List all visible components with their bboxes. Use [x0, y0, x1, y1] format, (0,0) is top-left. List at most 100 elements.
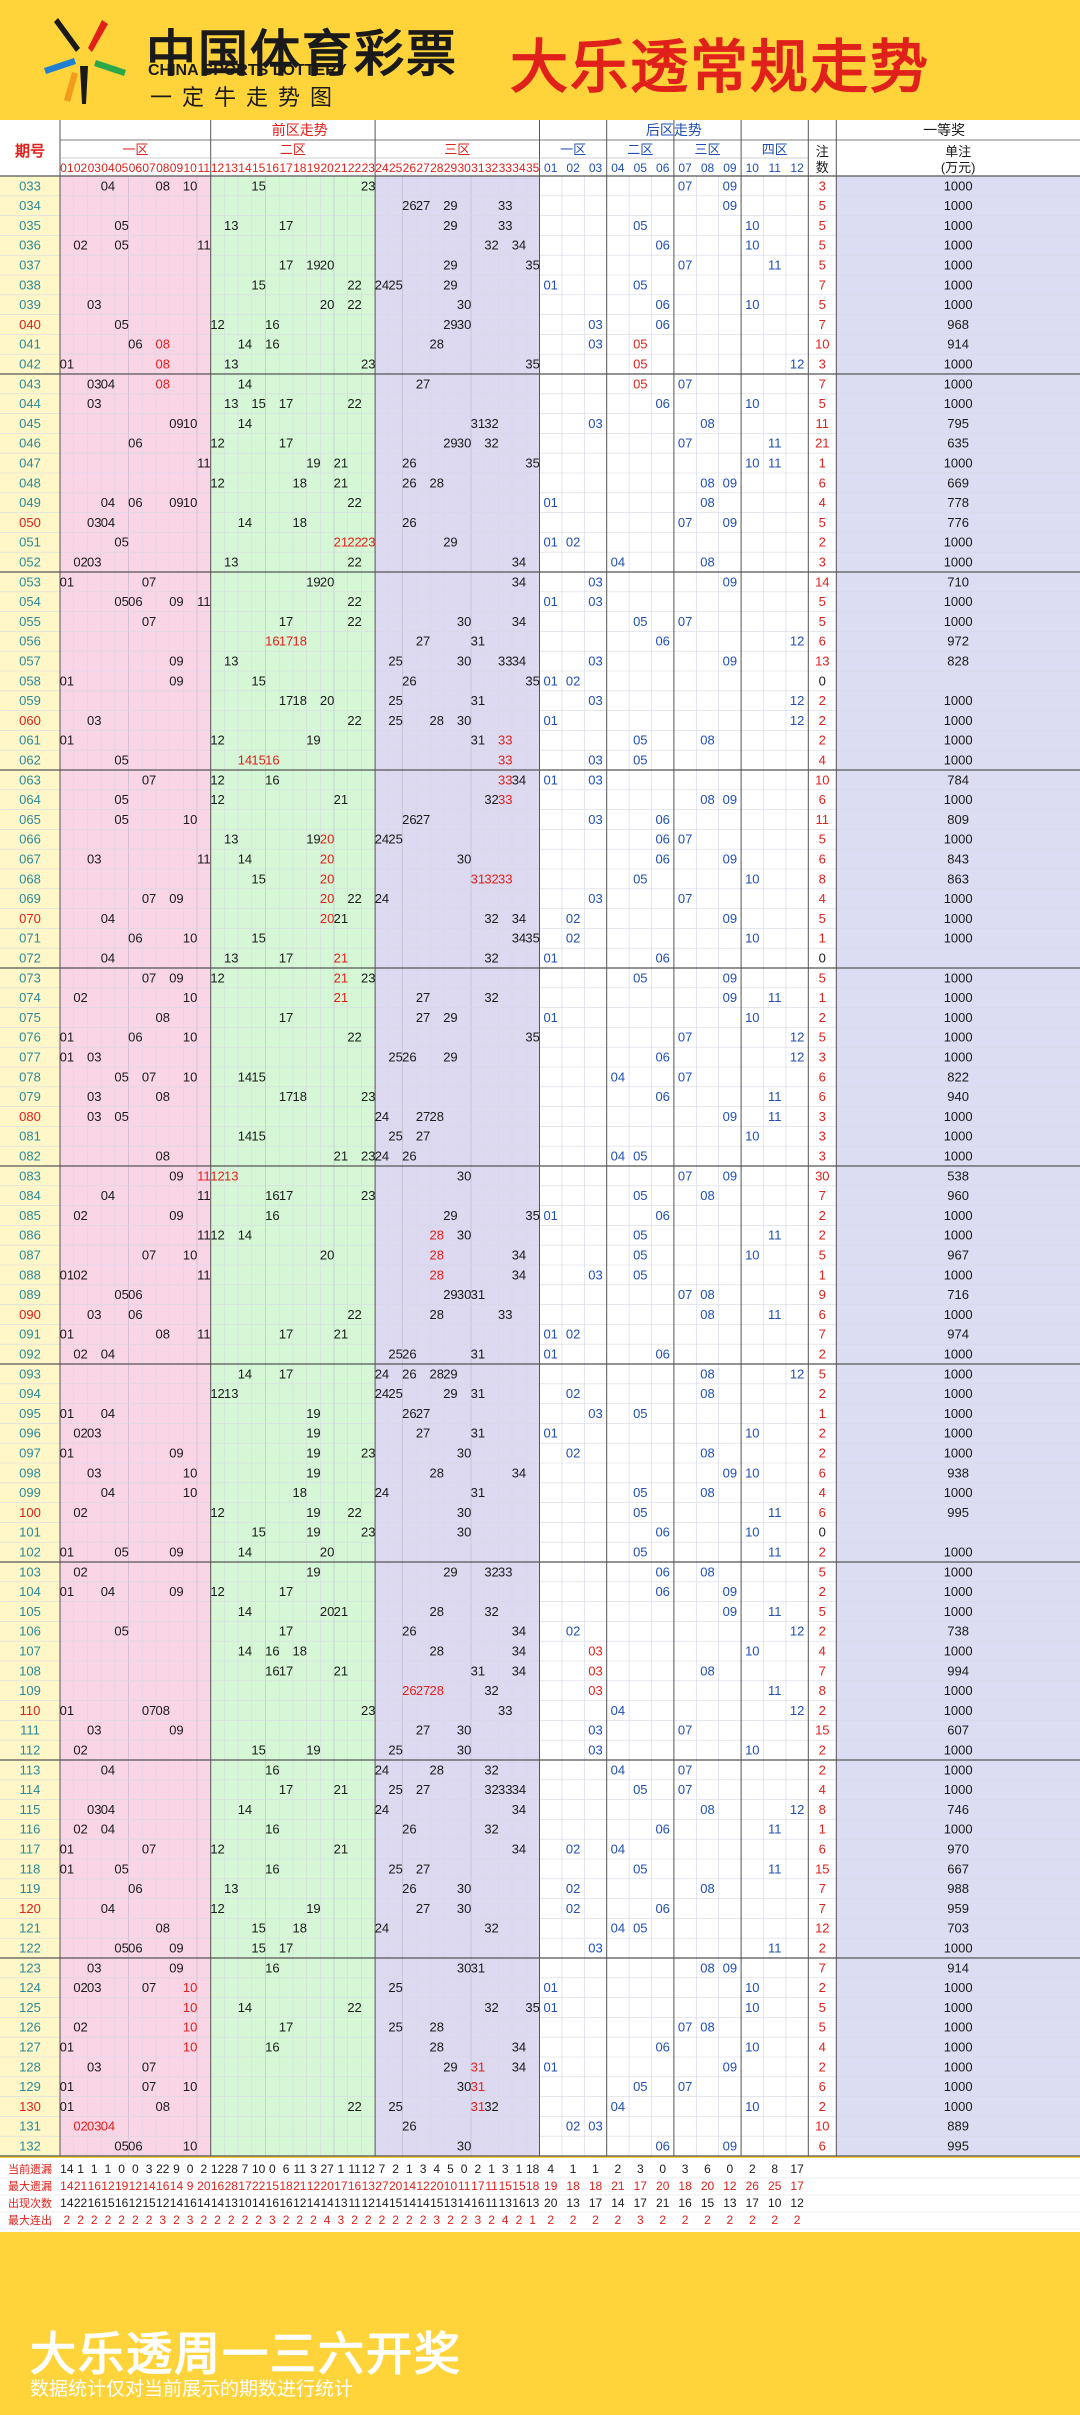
front-number: 27: [416, 1723, 430, 1738]
back-number: 03: [588, 337, 602, 352]
front-number: 08: [156, 1921, 170, 1936]
prize-amount: 1000: [944, 1030, 973, 1045]
front-number: 04: [101, 495, 115, 510]
stats-front-value: 13: [526, 2196, 540, 2210]
prize-amount: 1000: [944, 2099, 973, 2114]
stats-front-value: 10: [252, 2162, 266, 2176]
period-label: 102: [19, 1544, 41, 1559]
back-number: 10: [745, 931, 759, 946]
back-number-header: 04: [611, 161, 625, 175]
front-number: 09: [169, 1940, 183, 1955]
front-number: 16: [265, 1960, 279, 1975]
front-number: 30: [457, 1525, 471, 1540]
back-number: 10: [745, 1129, 759, 1144]
front-number: 18: [293, 1089, 307, 1104]
stats-front-value: 14: [403, 2179, 417, 2193]
back-number: 02: [566, 1327, 580, 1342]
back-number: 06: [655, 317, 669, 332]
prize-amount: 1000: [944, 594, 973, 609]
period-label: 053: [19, 574, 41, 589]
back-number: 01: [543, 277, 557, 292]
back-number: 03: [588, 812, 602, 827]
period-label: 066: [19, 832, 41, 847]
back-number: 10: [745, 396, 759, 411]
prize-amount: 1000: [944, 1307, 973, 1322]
stats-front-value: 1: [516, 2162, 523, 2176]
prize-amount: 607: [947, 1723, 969, 1738]
stats-front-value: 3: [310, 2162, 317, 2176]
stats-back-value: 15: [701, 2196, 715, 2210]
back-number: 09: [723, 1584, 737, 1599]
front-number: 30: [457, 2079, 471, 2094]
prize-count: 4: [819, 2039, 826, 2054]
front-number: 13: [224, 832, 238, 847]
front-number: 25: [388, 1049, 402, 1064]
stats-back-value: 26: [746, 2179, 760, 2193]
prize-count: 7: [819, 1663, 826, 1678]
front-number: 22: [347, 594, 361, 609]
front-number: 32: [484, 1822, 498, 1837]
prize-count: 5: [819, 970, 826, 985]
footer-title: 大乐透周一三六开奖: [30, 2327, 462, 2381]
front-number: 01: [60, 356, 74, 371]
period-label: 098: [19, 1465, 41, 1480]
stats-back-value: 1: [592, 2162, 599, 2176]
prize-amount: 1000: [944, 1822, 973, 1837]
front-number: 10: [183, 416, 197, 431]
front-number: 16: [265, 317, 279, 332]
front-number: 07: [142, 1841, 156, 1856]
period-label: 037: [19, 257, 41, 272]
front-number: 16: [265, 1663, 279, 1678]
prize-count: 21: [815, 436, 829, 451]
period-label: 129: [19, 2079, 41, 2094]
back-number: 05: [633, 1861, 647, 1876]
front-number: 19: [306, 832, 320, 847]
stats-back-value: 18: [589, 2179, 603, 2193]
back-number-header: 08: [701, 161, 715, 175]
front-number: 21: [334, 455, 348, 470]
front-number: 28: [430, 1267, 444, 1282]
period-label: 055: [19, 614, 41, 629]
back-number: 11: [768, 1544, 782, 1559]
back-number: 03: [588, 416, 602, 431]
front-number: 22: [347, 1030, 361, 1045]
back-number: 11: [768, 1505, 782, 1520]
front-number: 22: [347, 1307, 361, 1322]
front-number: 01: [60, 574, 74, 589]
front-number: 05: [114, 792, 128, 807]
period-label: 094: [19, 1386, 41, 1401]
period-label: 109: [19, 1683, 41, 1698]
prize-amount: 1000: [944, 1445, 973, 1460]
front-number: 14: [238, 1802, 252, 1817]
front-number: 10: [183, 812, 197, 827]
front-number: 15: [251, 1742, 265, 1757]
back-number: 10: [745, 238, 759, 253]
prize-count: 2: [819, 1703, 826, 1718]
back-number: 04: [611, 1841, 625, 1856]
prize-count: 2: [819, 1386, 826, 1401]
prize-amount: 1000: [944, 1010, 973, 1025]
prize-amount: 667: [947, 1861, 969, 1876]
front-number: 24: [375, 1921, 389, 1936]
front-number: 24: [375, 277, 389, 292]
front-number: 06: [128, 1940, 142, 1955]
period-label: 091: [19, 1327, 41, 1342]
front-number: 13: [224, 218, 238, 233]
front-number: 03: [87, 1426, 101, 1441]
period-label: 096: [19, 1426, 41, 1441]
prize-count: 5: [819, 218, 826, 233]
stats-back-value: 2: [749, 2162, 756, 2176]
front-number: 01: [60, 1406, 74, 1421]
front-number: 20: [320, 1604, 334, 1619]
front-number: 17: [279, 1782, 293, 1797]
prize-count: 7: [819, 317, 826, 332]
stats-back-value: 2: [615, 2162, 622, 2176]
front-number: 27: [416, 1683, 430, 1698]
front-number: 31: [471, 2079, 485, 2094]
back-number: 06: [655, 1208, 669, 1223]
front-number: 30: [457, 851, 471, 866]
prize-amount: 914: [947, 1960, 969, 1975]
front-number: 11: [197, 1327, 211, 1342]
prize-amount: 1000: [944, 535, 973, 550]
front-number: 07: [142, 1703, 156, 1718]
